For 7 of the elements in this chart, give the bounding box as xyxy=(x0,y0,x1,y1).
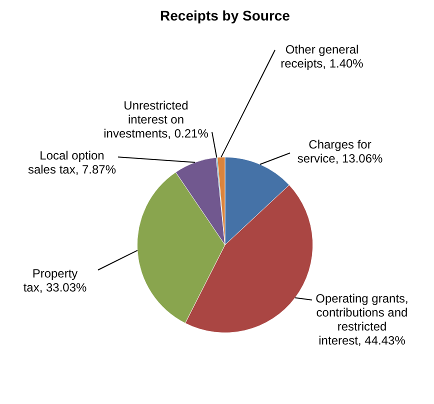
slice-label: Local option sales tax, 7.87% xyxy=(28,148,116,176)
slice-label: Charges for service, 13.06% xyxy=(297,137,384,166)
slice-label: Operating grants, contributions and restricted interest, 44.43% xyxy=(316,291,408,348)
chart-title: Receipts by Source xyxy=(160,7,290,24)
slice-label: Other general receipts, 1.40% xyxy=(280,42,364,70)
slice-label: Property tax, 33.03% xyxy=(23,266,88,294)
slice-label: Unrestricted interest on investments, 0.21% xyxy=(104,98,209,140)
